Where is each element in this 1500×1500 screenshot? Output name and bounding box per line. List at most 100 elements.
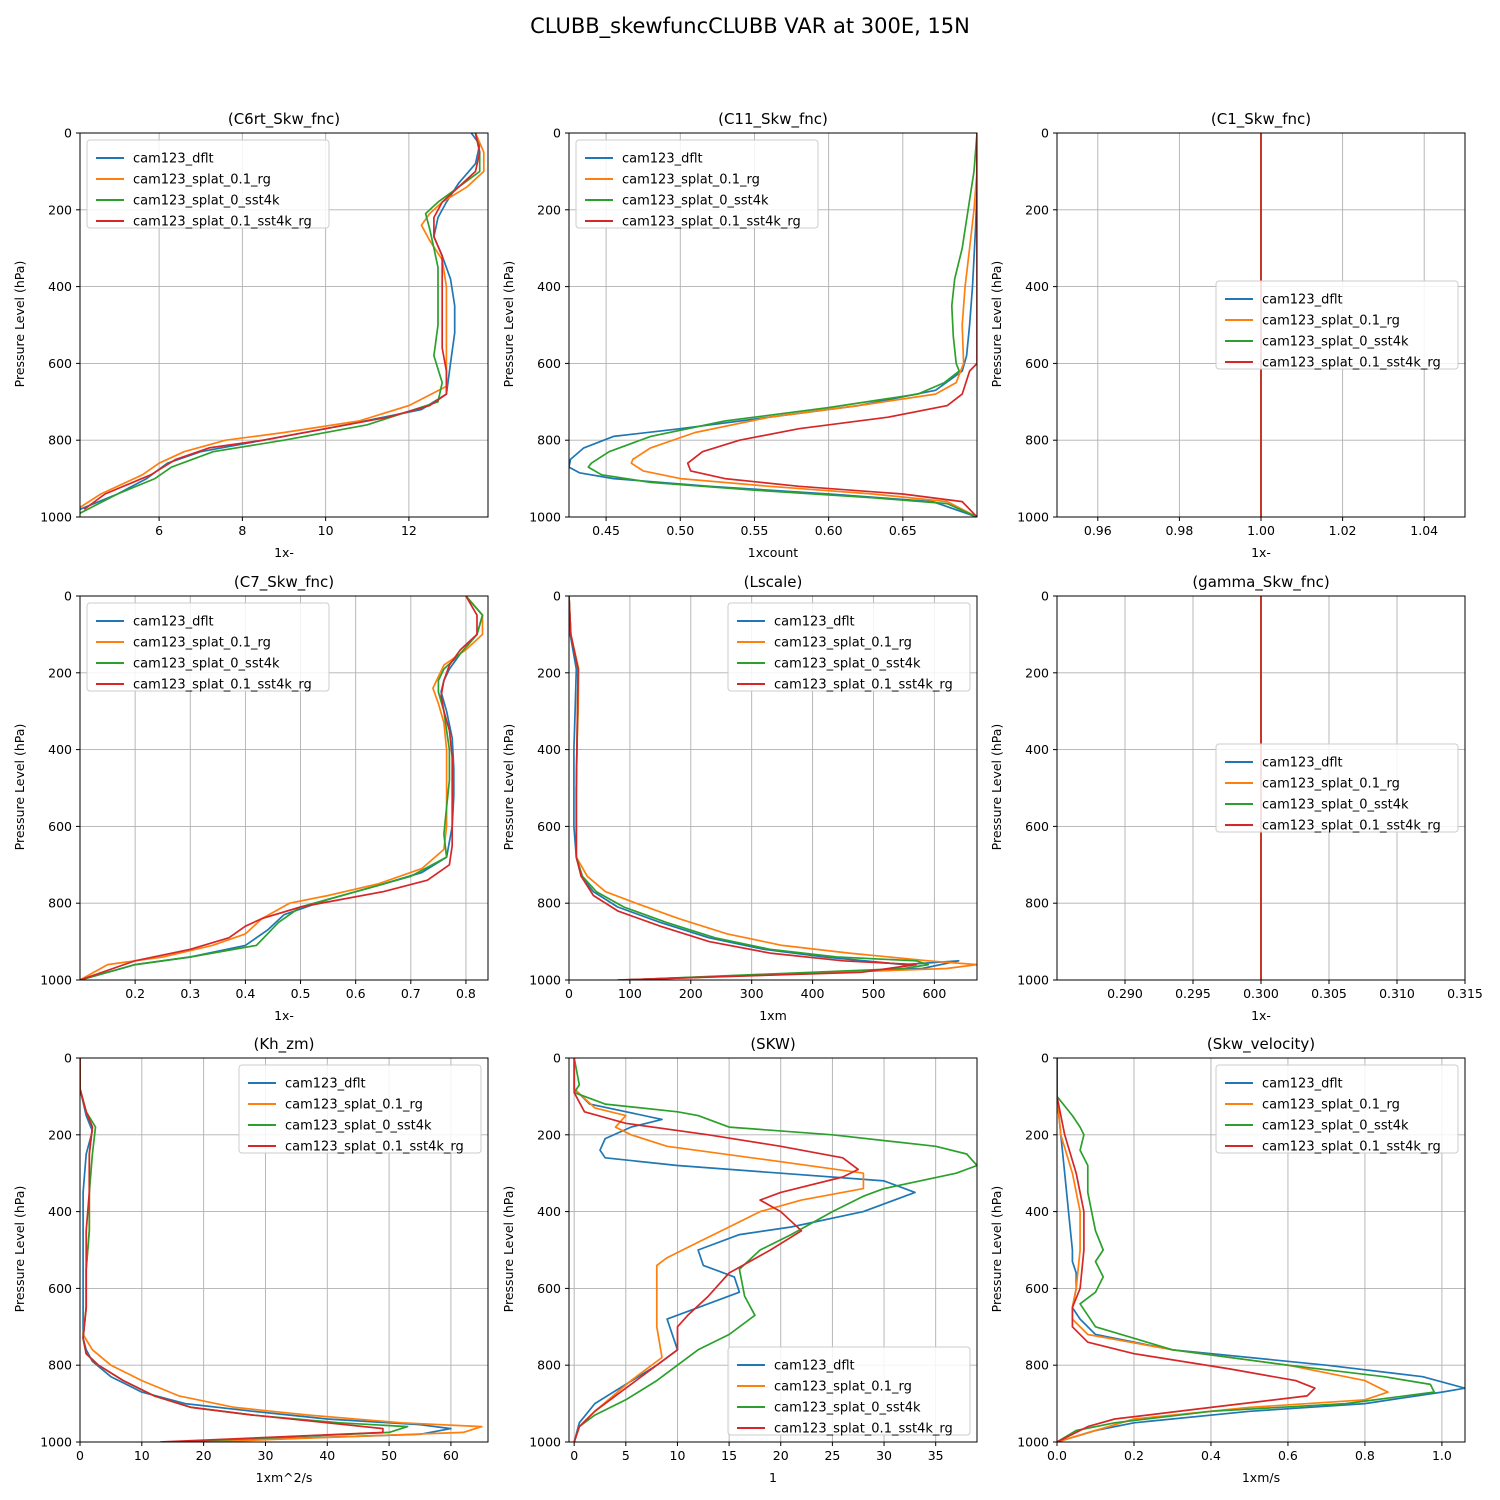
series-line-cam123_dflt bbox=[1057, 1058, 1465, 1442]
y-tick-label: 200 bbox=[48, 202, 72, 217]
series-line-cam123_splat_0.1_sst4k_rg bbox=[686, 133, 977, 517]
subplot-4: 0.2 0.3 0.4 0.5 0.6 0.7 0.8 0 200 400 600 800 1000 (C… bbox=[12, 573, 489, 1023]
x-tick-label: 0.96 bbox=[1084, 523, 1112, 538]
legend: cam123_dflt cam123_splat_0.1_rg cam123_spl… bbox=[575, 139, 819, 230]
y-tick-label: 200 bbox=[48, 1127, 72, 1142]
y-tick-label: 0 bbox=[1041, 126, 1049, 141]
legend-entry: cam123_splat_0.1_rg bbox=[285, 1098, 423, 1113]
x-tick-label: 40 bbox=[319, 1448, 335, 1463]
series-line-cam123_splat_0.1_rg bbox=[630, 133, 977, 517]
x-tick-label: 25 bbox=[824, 1448, 840, 1463]
x-axis-label: 1x- bbox=[274, 1008, 294, 1023]
series-line-cam123_splat_0_sst4k bbox=[80, 133, 481, 514]
x-tick-label: 20 bbox=[773, 1448, 789, 1463]
y-tick-label: 400 bbox=[537, 1204, 561, 1219]
axes-frame bbox=[79, 132, 489, 518]
legend-entry: cam123_splat_0.1_sst4k_rg bbox=[1262, 819, 1441, 834]
y-axis-label: Pressure Level (hPa) bbox=[501, 261, 516, 388]
y-tick-label: 800 bbox=[537, 896, 561, 911]
x-tick-label: 0 bbox=[76, 1448, 84, 1463]
legend-entry: cam123_splat_0.1_sst4k_rg bbox=[133, 215, 312, 230]
y-tick-label: 200 bbox=[1025, 202, 1049, 217]
legend-entry: cam123_splat_0_sst4k bbox=[1262, 335, 1409, 350]
subplot-title: (Kh_zm) bbox=[253, 1035, 314, 1054]
x-tick-label: 1.00 bbox=[1247, 523, 1275, 538]
y-tick-label: 1000 bbox=[529, 1435, 561, 1450]
x-tick-label: 60 bbox=[443, 1448, 459, 1463]
y-tick-label: 1000 bbox=[1017, 510, 1049, 525]
x-tick-label: 0.0 bbox=[1047, 1448, 1067, 1463]
axes-frame bbox=[568, 1057, 978, 1443]
legend-entry: cam123_splat_0.1_sst4k_rg bbox=[774, 1422, 953, 1437]
legend: cam123_dflt cam123_splat_0.1_rg cam123_spl… bbox=[1215, 280, 1459, 371]
series-line-cam123_splat_0.1_rg bbox=[80, 133, 485, 509]
legend-entry: cam123_dflt bbox=[285, 1077, 366, 1092]
y-tick-label: 1000 bbox=[529, 510, 561, 525]
y-tick-label: 400 bbox=[537, 279, 561, 294]
legend-entry: cam123_splat_0.1_rg bbox=[1262, 777, 1400, 792]
legend-entry: cam123_splat_0_sst4k bbox=[774, 657, 921, 672]
subplot-title: (C1_Skw_fnc) bbox=[1211, 110, 1311, 129]
legend-entry: cam123_splat_0_sst4k bbox=[285, 1119, 432, 1134]
legend: cam123_dflt cam123_splat_0.1_rg cam123_spl… bbox=[727, 602, 971, 693]
y-axis-label: Pressure Level (hPa) bbox=[989, 261, 1004, 388]
y-axis-label: Pressure Level (hPa) bbox=[989, 1186, 1004, 1313]
series-lines bbox=[569, 596, 977, 980]
subplot-8: 0 5 10 15 20 25 30 35 0 200 400 600 800 1000 (SKW) 1 Pre… bbox=[501, 1035, 978, 1485]
y-tick-label: 400 bbox=[48, 1204, 72, 1219]
legend: cam123_dflt cam123_splat_0.1_rg cam123_spl… bbox=[238, 1064, 482, 1155]
y-tick-label: 600 bbox=[537, 1281, 561, 1296]
legend-entry: cam123_splat_0.1_sst4k_rg bbox=[1262, 356, 1441, 371]
x-tick-label: 0.2 bbox=[1124, 1448, 1144, 1463]
axes-frame bbox=[79, 1057, 489, 1443]
y-tick-label: 0 bbox=[553, 1051, 561, 1066]
x-axis-label: 1x- bbox=[274, 545, 294, 560]
legend: cam123_dflt cam123_splat_0.1_rg cam123_spl… bbox=[1215, 1064, 1459, 1155]
series-line-cam123_splat_0.1_sst4k_rg bbox=[80, 1058, 384, 1442]
subplot-title: (Lscale) bbox=[744, 573, 803, 591]
y-tick-label: 200 bbox=[537, 665, 561, 680]
legend-entry: cam123_splat_0.1_rg bbox=[774, 636, 912, 651]
y-tick-label: 800 bbox=[48, 896, 72, 911]
legend: cam123_dflt cam123_splat_0.1_rg cam123_spl… bbox=[86, 139, 330, 230]
x-tick-label: 0.4 bbox=[235, 986, 255, 1001]
x-tick-label: 0.45 bbox=[592, 523, 620, 538]
x-tick-label: 0.4 bbox=[1201, 1448, 1221, 1463]
series-line-cam123_splat_0.1_sst4k_rg bbox=[80, 596, 478, 980]
y-tick-label: 0 bbox=[64, 126, 72, 141]
y-tick-label: 200 bbox=[537, 1127, 561, 1142]
axes-frame bbox=[79, 595, 489, 981]
x-tick-label: 0.7 bbox=[401, 986, 421, 1001]
series-line-cam123_splat_0_sst4k bbox=[587, 133, 977, 517]
x-tick-label: 20 bbox=[196, 1448, 212, 1463]
x-axis-label: 1x- bbox=[1251, 1008, 1271, 1023]
x-tick-label: 0.295 bbox=[1175, 986, 1211, 1001]
x-tick-label: 600 bbox=[922, 986, 946, 1001]
x-tick-label: 0.310 bbox=[1379, 986, 1415, 1001]
figure-title: CLUBB_skewfuncCLUBB VAR at 300E, 15N bbox=[530, 14, 970, 38]
series-lines bbox=[1057, 1058, 1465, 1442]
x-tick-label: 0.305 bbox=[1311, 986, 1347, 1001]
x-tick-label: 0.55 bbox=[741, 523, 769, 538]
legend-entry: cam123_splat_0.1_sst4k_rg bbox=[774, 678, 953, 693]
x-tick-label: 1.0 bbox=[1432, 1448, 1452, 1463]
legend-entry: cam123_splat_0_sst4k bbox=[133, 194, 280, 209]
series-line-cam123_splat_0.1_rg bbox=[1057, 1058, 1389, 1442]
x-tick-label: 10 bbox=[134, 1448, 150, 1463]
y-axis-label: Pressure Level (hPa) bbox=[501, 1186, 516, 1313]
y-tick-label: 400 bbox=[537, 742, 561, 757]
legend-box bbox=[575, 139, 819, 229]
series-lines bbox=[80, 1058, 483, 1442]
y-tick-label: 1000 bbox=[529, 973, 561, 988]
legend-entry: cam123_dflt bbox=[1262, 293, 1343, 308]
legend-entry: cam123_dflt bbox=[774, 615, 855, 630]
legend-entry: cam123_dflt bbox=[774, 1359, 855, 1374]
y-axis-label: Pressure Level (hPa) bbox=[12, 261, 27, 388]
legend-entry: cam123_splat_0.1_sst4k_rg bbox=[133, 678, 312, 693]
x-tick-label: 400 bbox=[801, 986, 825, 1001]
x-tick-label: 30 bbox=[876, 1448, 892, 1463]
axes-frame bbox=[568, 132, 978, 518]
series-lines bbox=[80, 133, 485, 514]
legend-entry: cam123_splat_0.1_rg bbox=[622, 173, 760, 188]
legend: cam123_dflt cam123_splat_0.1_rg cam123_spl… bbox=[86, 602, 330, 693]
